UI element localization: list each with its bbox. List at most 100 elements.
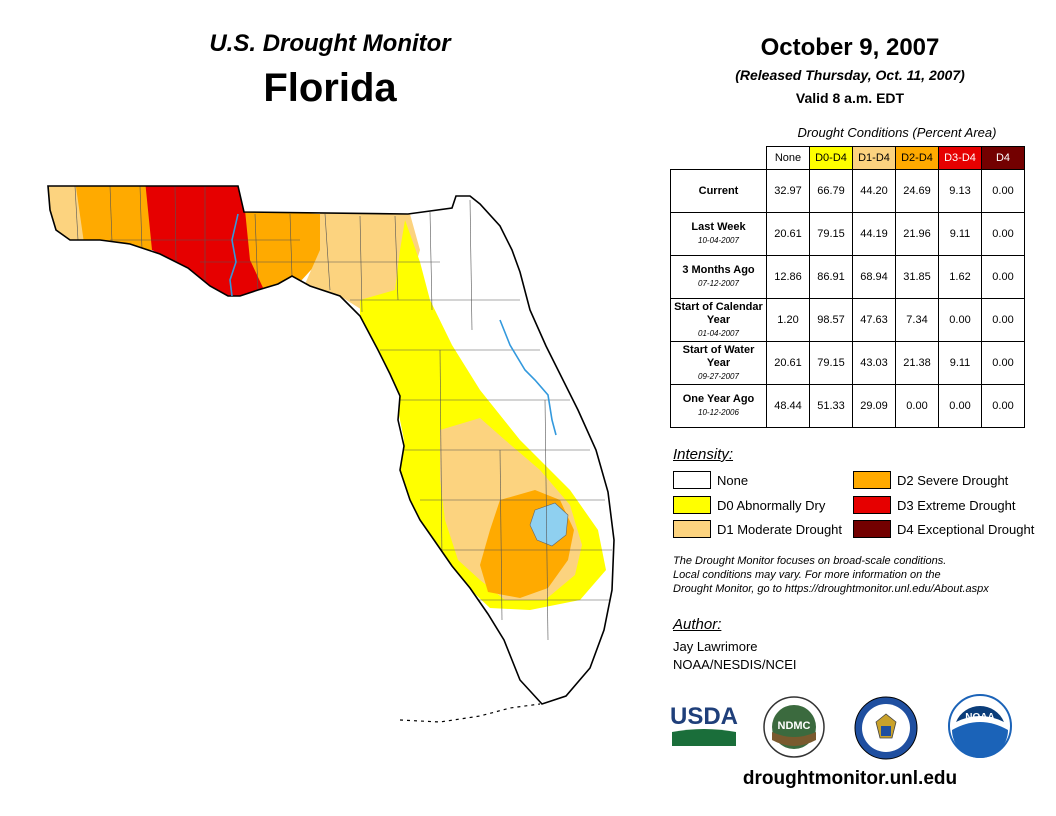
legend-label: D2 Severe Drought: [897, 472, 1009, 488]
map-d2-big-bend: [245, 210, 320, 292]
legend-swatch: [853, 471, 891, 489]
table-cell: 0.00: [981, 212, 1025, 256]
row-label: Last Week 10-04-2007: [670, 212, 767, 256]
table-cell: 9.11: [938, 341, 982, 385]
table-cell: 79.15: [809, 212, 853, 256]
table-cell: 68.94: [852, 255, 896, 299]
col-d0-d4: D0-D4: [809, 146, 853, 170]
legend-swatch: [673, 520, 711, 538]
usda-logo: USDA: [670, 703, 738, 746]
legend-swatch: [673, 496, 711, 514]
map-d2-panhandle: [75, 186, 165, 250]
table-cell: 79.15: [809, 341, 853, 385]
commerce-seal-logo: [854, 696, 918, 760]
table-cell: 1.20: [766, 298, 810, 342]
map-date: October 9, 2007: [760, 34, 940, 61]
legend-item-d4: D4 Exceptional Drought: [853, 520, 1034, 538]
col-d4: D4: [981, 146, 1025, 170]
table-cell: 29.09: [852, 384, 896, 428]
table-cell: 20.61: [766, 341, 810, 385]
row-label: Start of Water Year 09-27-2007: [670, 341, 767, 385]
disclaimer-note: The Drought Monitor focuses on broad-sca…: [673, 554, 1043, 596]
note-line: Local conditions may vary. For more info…: [673, 569, 941, 581]
table-cell: 86.91: [809, 255, 853, 299]
apalachicola-river: [229, 213, 239, 297]
release-date: (Released Thursday, Oct. 11, 2007): [735, 67, 965, 83]
table-cell: 44.19: [852, 212, 896, 256]
ndmc-logo-text: NDMC: [778, 720, 811, 732]
table-cell: 66.79: [809, 169, 853, 213]
ndmc-logo: NDMC: [763, 696, 825, 758]
table-cell: 24.69: [895, 169, 939, 213]
legend-label: D0 Abnormally Dry: [717, 497, 826, 513]
table-row: Start of Calendar Year 01-04-2007 1.20 98…: [670, 298, 1025, 342]
table-row: Current 32.97 66.79 44.20 24.69 9.13 0.0…: [670, 169, 1025, 213]
table-cell: 98.57: [809, 298, 853, 342]
table-cell: 0.00: [938, 298, 982, 342]
author-org: NOAA/NESDIS/NCEI: [673, 657, 797, 672]
noaa-logo-text: NOAA: [965, 712, 994, 723]
table-caption: Drought Conditions (Percent Area): [797, 125, 997, 140]
table-cell: 0.00: [981, 384, 1025, 428]
table-cell: 21.38: [895, 341, 939, 385]
table-cell: 20.61: [766, 212, 810, 256]
table-row: One Year Ago 10-12-2006 48.44 51.33 29.09…: [670, 384, 1025, 428]
legend-swatch: [853, 496, 891, 514]
valid-time: Valid 8 a.m. EDT: [795, 90, 905, 106]
legend-item-d2: D2 Severe Drought: [853, 471, 1008, 489]
col-none: None: [766, 146, 810, 170]
table-cell: 47.63: [852, 298, 896, 342]
table-cell: 9.13: [938, 169, 982, 213]
legend-item-d0: D0 Abnormally Dry: [673, 496, 825, 514]
legend-label: D3 Extreme Drought: [897, 497, 1016, 513]
table-cell: 1.62: [938, 255, 982, 299]
row-label: Start of Calendar Year 01-04-2007: [670, 298, 767, 342]
table-cell: 44.20: [852, 169, 896, 213]
note-line: The Drought Monitor focuses on broad-sca…: [673, 555, 947, 567]
author-name: Jay Lawrimore: [673, 639, 758, 654]
row-label: One Year Ago 10-12-2006: [670, 384, 767, 428]
table-cell: 12.86: [766, 255, 810, 299]
legend-item-d3: D3 Extreme Drought: [853, 496, 1016, 514]
table-cell: 0.00: [981, 298, 1025, 342]
legend-label: D4 Exceptional Drought: [897, 521, 1035, 537]
florida-outline: [47, 185, 615, 705]
table-cell: 21.96: [895, 212, 939, 256]
col-d1-d4: D1-D4: [852, 146, 896, 170]
website-link[interactable]: droughtmonitor.unl.edu: [742, 768, 958, 789]
florida-drought-map: [47, 185, 615, 723]
note-line: Drought Monitor, go to https://droughtmo…: [673, 583, 989, 595]
row-label: Current: [670, 169, 767, 213]
table-cell: 0.00: [938, 384, 982, 428]
author-title: Author:: [673, 616, 722, 633]
noaa-logo: NOAA: [948, 694, 1012, 758]
table-header-row: None D0-D4 D1-D4 D2-D4 D3-D4 D4: [671, 146, 1025, 170]
col-d2-d4: D2-D4: [895, 146, 939, 170]
table-cell: 0.00: [895, 384, 939, 428]
table-cell: 0.00: [981, 169, 1025, 213]
usda-logo-text: USDA: [670, 703, 738, 730]
table-row: 3 Months Ago 07-12-2007 12.86 86.91 68.94…: [670, 255, 1025, 299]
florida-keys: [399, 703, 541, 723]
st-johns-river: [499, 319, 557, 436]
table-row: Last Week 10-04-2007 20.61 79.15 44.19 21…: [670, 212, 1025, 256]
table-row: Start of Water Year 09-27-2007 20.61 79.1…: [670, 341, 1025, 385]
legend-swatch: [853, 520, 891, 538]
table-cell: 9.11: [938, 212, 982, 256]
table-cell: 7.34: [895, 298, 939, 342]
table-cell: 31.85: [895, 255, 939, 299]
table-cell: 51.33: [809, 384, 853, 428]
col-d3-d4: D3-D4: [938, 146, 982, 170]
legend-title: Intensity:: [673, 446, 734, 463]
table-cell: 0.00: [981, 255, 1025, 299]
row-label: 3 Months Ago 07-12-2007: [670, 255, 767, 299]
table-cell: 0.00: [981, 341, 1025, 385]
drought-stats-table: None D0-D4 D1-D4 D2-D4 D3-D4 D4 Current …: [670, 146, 1025, 428]
table-cell: 43.03: [852, 341, 896, 385]
state-title: Florida: [263, 66, 397, 110]
legend-label: None: [717, 472, 749, 488]
legend-swatch: [673, 471, 711, 489]
legend-item-d1: D1 Moderate Drought: [673, 520, 842, 538]
lake-okeechobee: [529, 502, 569, 547]
legend-item-none: None: [673, 471, 748, 489]
